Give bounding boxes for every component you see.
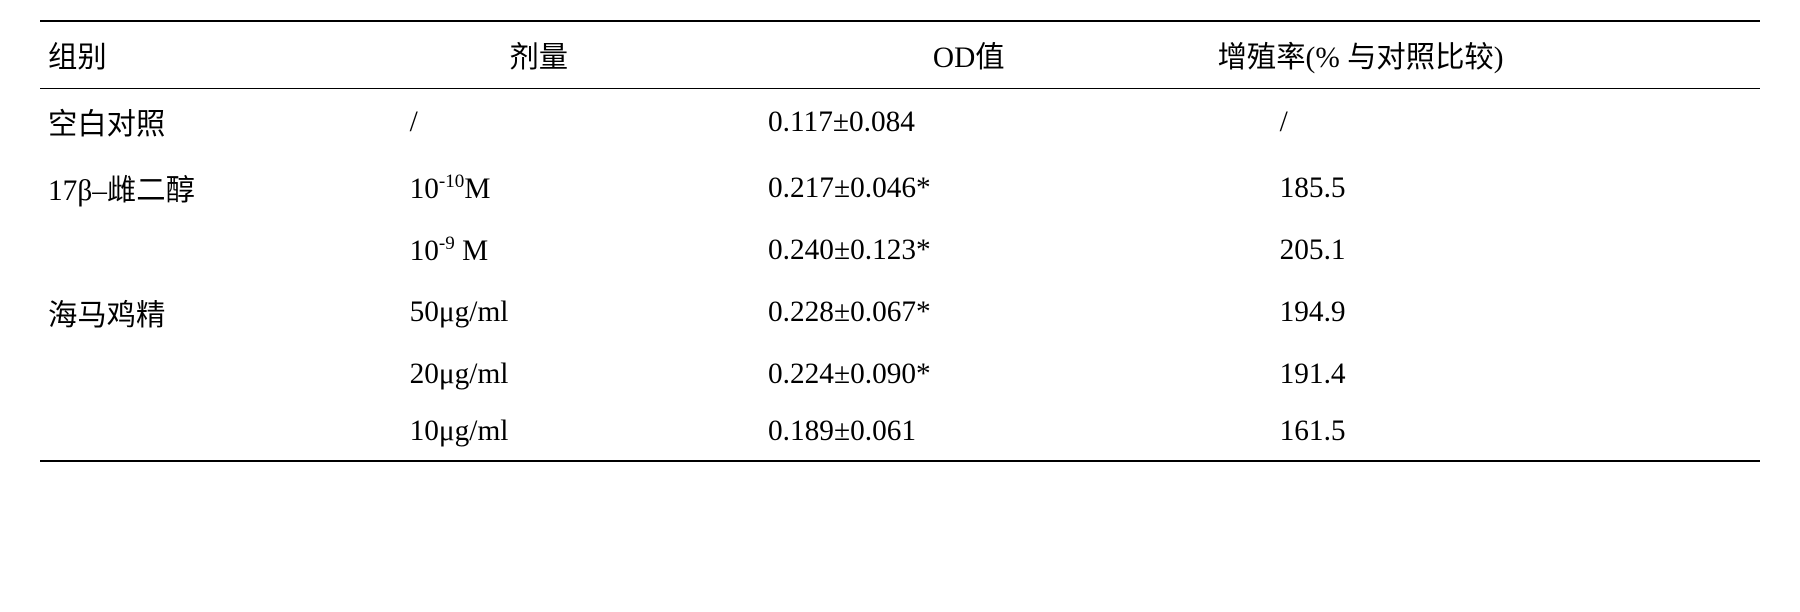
table-row: 17β–雌二醇10-10M0.217±0.046*185.5 <box>40 155 1760 221</box>
cell-rate: 194.9 <box>1210 280 1760 346</box>
col-header-od: OD值 <box>728 21 1210 89</box>
cell-od: 0.240±0.123* <box>728 221 1210 280</box>
cell-group <box>40 221 350 280</box>
table-row: 海马鸡精50μg/ml0.228±0.067*194.9 <box>40 280 1760 346</box>
cell-dose: 10μg/ml <box>350 403 728 461</box>
cell-od: 0.228±0.067* <box>728 280 1210 346</box>
cell-rate: / <box>1210 89 1760 156</box>
cell-group <box>40 346 350 403</box>
cell-dose: / <box>350 89 728 156</box>
cell-group: 17β–雌二醇 <box>40 155 350 221</box>
cell-dose: 10-9 M <box>350 221 728 280</box>
col-header-rate: 增殖率(% 与对照比较) <box>1210 21 1760 89</box>
table-row: 20μg/ml0.224±0.090*191.4 <box>40 346 1760 403</box>
table-row: 10μg/ml0.189±0.061161.5 <box>40 403 1760 461</box>
cell-rate: 161.5 <box>1210 403 1760 461</box>
cell-rate: 185.5 <box>1210 155 1760 221</box>
cell-od: 0.117±0.084 <box>728 89 1210 156</box>
cell-dose: 50μg/ml <box>350 280 728 346</box>
cell-group <box>40 403 350 461</box>
cell-od: 0.189±0.061 <box>728 403 1210 461</box>
table-header-row: 组别 剂量 OD值 增殖率(% 与对照比较) <box>40 21 1760 89</box>
cell-rate: 191.4 <box>1210 346 1760 403</box>
col-header-dose: 剂量 <box>350 21 728 89</box>
table-body: 空白对照/0.117±0.084/17β–雌二醇10-10M0.217±0.04… <box>40 89 1760 461</box>
cell-od: 0.224±0.090* <box>728 346 1210 403</box>
cell-od: 0.217±0.046* <box>728 155 1210 221</box>
cell-dose: 20μg/ml <box>350 346 728 403</box>
cell-dose: 10-10M <box>350 155 728 221</box>
col-header-group: 组别 <box>40 21 350 89</box>
cell-group: 海马鸡精 <box>40 280 350 346</box>
cell-rate: 205.1 <box>1210 221 1760 280</box>
cell-group: 空白对照 <box>40 89 350 156</box>
data-table: 组别 剂量 OD值 增殖率(% 与对照比较) 空白对照/0.117±0.084/… <box>40 20 1760 462</box>
table-row: 10-9 M0.240±0.123*205.1 <box>40 221 1760 280</box>
table-row: 空白对照/0.117±0.084/ <box>40 89 1760 156</box>
